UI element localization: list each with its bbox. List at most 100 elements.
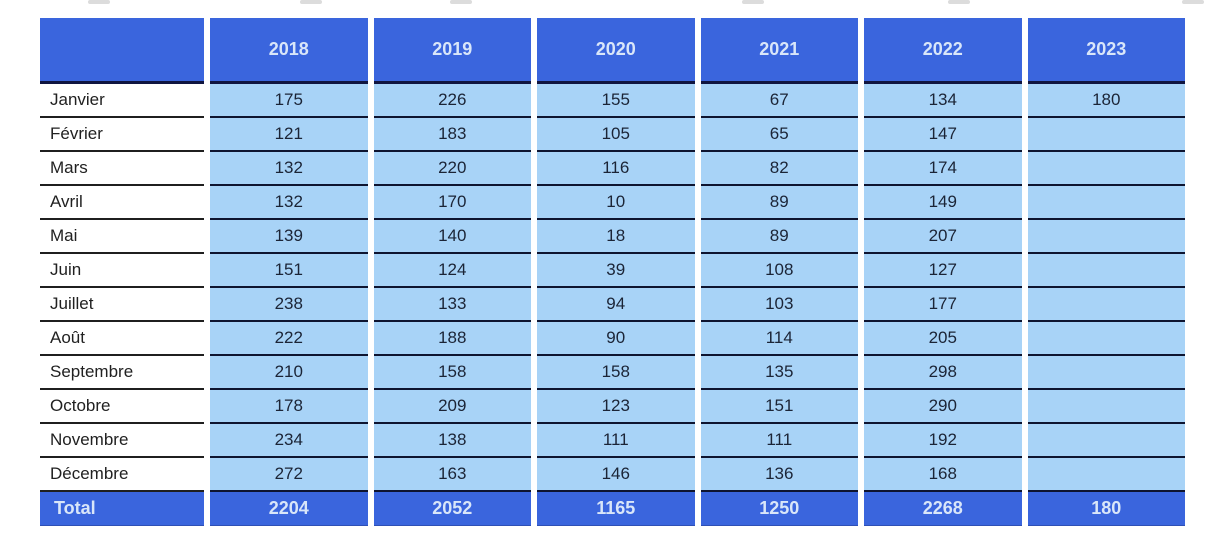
data-cell: 94 [537, 288, 695, 322]
table-row: Août 222 188 90 114 205 [40, 322, 1185, 356]
year-header-cell: 2022 [864, 18, 1022, 84]
total-value-cell: 1165 [537, 492, 695, 526]
month-label-cell: Février [40, 118, 204, 152]
data-cell: 146 [537, 458, 695, 492]
data-cell [1027, 288, 1185, 322]
data-cell [1027, 458, 1185, 492]
data-cell: 205 [864, 322, 1022, 356]
top-edge-artifact [88, 0, 110, 4]
month-label-cell: Septembre [40, 356, 204, 390]
data-cell: 222 [210, 322, 368, 356]
data-cell: 39 [537, 254, 695, 288]
year-header-cell: 2023 [1027, 18, 1185, 84]
data-cell: 168 [864, 458, 1022, 492]
table-header-row: 2018 2019 2020 2021 2022 2023 [40, 18, 1185, 84]
data-cell [1027, 220, 1185, 254]
data-cell: 178 [210, 390, 368, 424]
data-cell: 136 [700, 458, 858, 492]
data-cell: 147 [864, 118, 1022, 152]
data-cell: 290 [864, 390, 1022, 424]
data-cell: 234 [210, 424, 368, 458]
data-cell: 18 [537, 220, 695, 254]
data-cell: 170 [373, 186, 531, 220]
data-cell: 180 [1027, 84, 1185, 118]
data-cell [1027, 254, 1185, 288]
data-cell: 121 [210, 118, 368, 152]
data-cell: 220 [373, 152, 531, 186]
data-cell: 158 [537, 356, 695, 390]
year-header-cell: 2021 [700, 18, 858, 84]
data-cell: 226 [373, 84, 531, 118]
data-cell: 174 [864, 152, 1022, 186]
month-label-cell: Août [40, 322, 204, 356]
data-cell: 133 [373, 288, 531, 322]
table-row: Juin 151 124 39 108 127 [40, 254, 1185, 288]
month-label-cell: Avril [40, 186, 204, 220]
total-value-cell: 2204 [210, 492, 368, 526]
table-total-row: Total 2204 2052 1165 1250 2268 180 [40, 492, 1185, 526]
top-edge-artifact [300, 0, 322, 4]
data-cell [1027, 356, 1185, 390]
data-cell: 134 [864, 84, 1022, 118]
data-cell: 210 [210, 356, 368, 390]
data-cell: 298 [864, 356, 1022, 390]
data-cell: 207 [864, 220, 1022, 254]
data-cell: 89 [700, 186, 858, 220]
data-cell: 123 [537, 390, 695, 424]
data-cell: 89 [700, 220, 858, 254]
table-row: Décembre 272 163 146 136 168 [40, 458, 1185, 492]
data-cell: 116 [537, 152, 695, 186]
year-header-cell: 2019 [373, 18, 531, 84]
top-edge-artifact [450, 0, 472, 4]
data-cell: 105 [537, 118, 695, 152]
table-body: Janvier 175 226 155 67 134 180 Février 1… [40, 84, 1185, 492]
month-label-cell: Juillet [40, 288, 204, 322]
data-cell [1027, 390, 1185, 424]
month-label-cell: Novembre [40, 424, 204, 458]
data-cell [1027, 152, 1185, 186]
top-edge-artifact [948, 0, 970, 4]
top-edge-artifact [1182, 0, 1204, 4]
year-header-cell: 2020 [537, 18, 695, 84]
table-row: Mai 139 140 18 89 207 [40, 220, 1185, 254]
corner-header-cell [40, 18, 204, 84]
year-header-cell: 2018 [210, 18, 368, 84]
table-row: Mars 132 220 116 82 174 [40, 152, 1185, 186]
data-cell: 149 [864, 186, 1022, 220]
data-cell [1027, 186, 1185, 220]
data-cell: 209 [373, 390, 531, 424]
total-value-cell: 180 [1027, 492, 1185, 526]
data-cell: 82 [700, 152, 858, 186]
data-cell: 67 [700, 84, 858, 118]
data-cell: 140 [373, 220, 531, 254]
data-cell: 132 [210, 186, 368, 220]
top-edge-artifact [742, 0, 764, 4]
total-value-cell: 2268 [864, 492, 1022, 526]
data-cell: 155 [537, 84, 695, 118]
month-label-cell: Mars [40, 152, 204, 186]
data-cell: 151 [210, 254, 368, 288]
data-cell: 65 [700, 118, 858, 152]
data-cell: 163 [373, 458, 531, 492]
total-value-cell: 2052 [373, 492, 531, 526]
data-cell: 188 [373, 322, 531, 356]
data-cell: 124 [373, 254, 531, 288]
data-cell: 132 [210, 152, 368, 186]
total-label-cell: Total [40, 492, 204, 526]
data-cell: 177 [864, 288, 1022, 322]
data-cell: 108 [700, 254, 858, 288]
table-row: Avril 132 170 10 89 149 [40, 186, 1185, 220]
month-label-cell: Mai [40, 220, 204, 254]
data-cell: 10 [537, 186, 695, 220]
data-cell [1027, 424, 1185, 458]
data-cell: 111 [700, 424, 858, 458]
data-cell: 158 [373, 356, 531, 390]
table-row: Juillet 238 133 94 103 177 [40, 288, 1185, 322]
month-label-cell: Janvier [40, 84, 204, 118]
data-cell: 127 [864, 254, 1022, 288]
data-cell: 175 [210, 84, 368, 118]
data-cell: 103 [700, 288, 858, 322]
data-cell: 183 [373, 118, 531, 152]
data-cell: 272 [210, 458, 368, 492]
table-row: Octobre 178 209 123 151 290 [40, 390, 1185, 424]
